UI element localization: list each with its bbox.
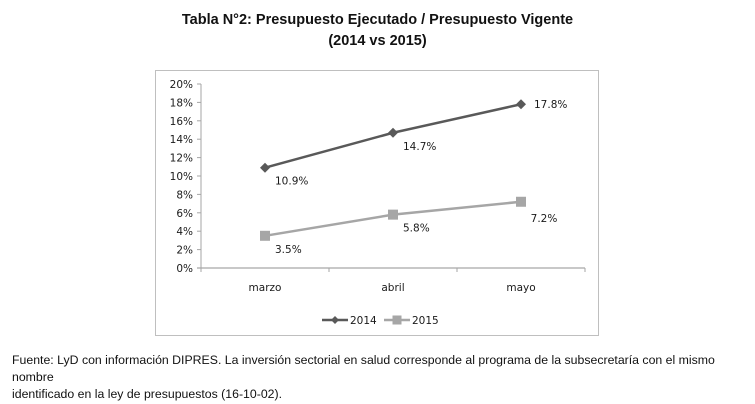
legend-label-2015: 2015: [412, 315, 439, 327]
data-label-2014: 14.7%: [403, 141, 436, 153]
y-tick-label: 16%: [170, 116, 193, 128]
data-point-2015: [260, 230, 270, 241]
data-label-2014: 17.8%: [534, 99, 567, 111]
y-tick-label: 12%: [170, 153, 193, 165]
y-tick-label: 10%: [170, 171, 193, 183]
x-tick-label: abril: [381, 282, 404, 294]
chart-title-line2: (2014 vs 2015): [328, 33, 427, 49]
y-tick-label: 8%: [176, 189, 193, 201]
chart-frame: [155, 70, 599, 336]
data-point-2014: [260, 162, 270, 173]
y-tick-label: 6%: [176, 208, 193, 220]
data-point-2014: [388, 127, 398, 138]
data-label-2014: 10.9%: [275, 176, 308, 188]
legend-marker-2015: [392, 315, 402, 325]
data-label-2015: 7.2%: [531, 213, 558, 225]
y-tick-label: 20%: [170, 79, 193, 91]
y-tick-label: 0%: [176, 263, 193, 275]
data-label-2015: 3.5%: [275, 244, 302, 256]
y-tick-label: 14%: [170, 134, 193, 146]
x-tick-label: marzo: [249, 282, 282, 294]
chart-title-line1: Tabla N°2: Presupuesto Ejecutado / Presu…: [181, 12, 574, 28]
source-footnote: Fuente: LyD con información DIPRES. La i…: [12, 352, 752, 403]
data-label-2015: 5.8%: [403, 223, 430, 235]
x-tick-label: mayo: [506, 282, 535, 294]
footnote-line1: Fuente: LyD con información DIPRES. La i…: [12, 353, 715, 384]
legend-marker-2014: [331, 316, 339, 324]
data-point-2015: [516, 196, 526, 207]
legend-label-2014: 2014: [350, 315, 377, 327]
y-tick-label: 4%: [176, 226, 193, 238]
data-point-2014: [516, 99, 526, 110]
y-tick-label: 18%: [170, 97, 193, 109]
data-point-2015: [388, 209, 398, 220]
y-tick-label: 2%: [176, 245, 193, 257]
footnote-line2: identificado en la ley de presupuestos (…: [12, 387, 283, 401]
